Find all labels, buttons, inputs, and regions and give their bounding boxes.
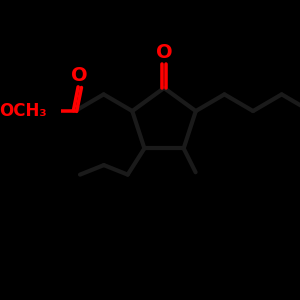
Text: O: O	[156, 43, 172, 62]
Text: OCH₃: OCH₃	[0, 102, 46, 120]
Text: O: O	[71, 66, 88, 85]
